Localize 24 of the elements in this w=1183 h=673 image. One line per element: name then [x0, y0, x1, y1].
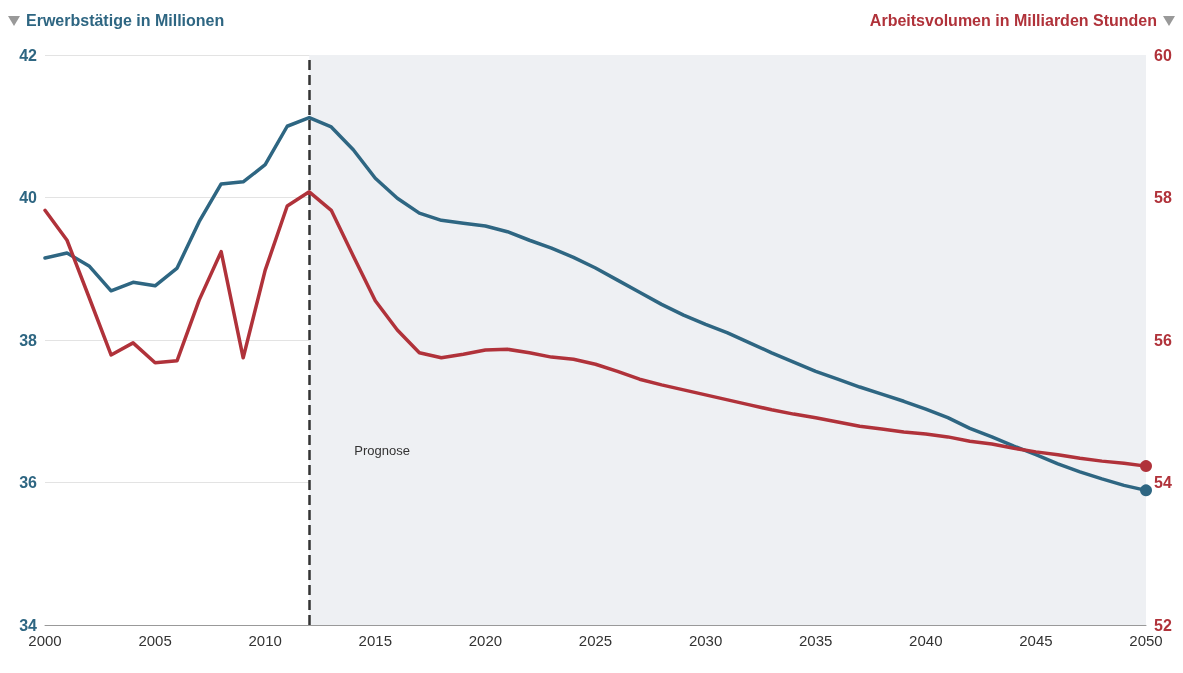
- x-tick-label: 2000: [28, 632, 62, 649]
- x-tick-label: 2050: [1129, 632, 1163, 649]
- x-tick-label: 2020: [468, 632, 503, 649]
- x-tick-label: 2005: [138, 632, 172, 649]
- y2-tick-label: 60: [1154, 46, 1172, 64]
- y-tick-label: 42: [19, 46, 38, 64]
- x-tick-label: 2035: [799, 632, 833, 649]
- y-tick-label: 36: [19, 474, 38, 491]
- band-label: Prognose: [354, 442, 410, 458]
- y-tick-label: 38: [19, 331, 38, 349]
- x-tick-label: 2015: [358, 632, 392, 649]
- y-tick-label: 40: [19, 189, 38, 206]
- y2-tick-label: 54: [1154, 474, 1172, 491]
- x-tick-label: 2010: [248, 632, 282, 649]
- x-tick-label: 2045: [1019, 632, 1053, 649]
- x-tick-label: 2025: [578, 632, 613, 649]
- y2-tick-label: 56: [1154, 331, 1172, 349]
- y2-tick-label: 58: [1154, 189, 1172, 206]
- y-axis-title: Erwerbstätige in Millionen: [26, 12, 225, 30]
- y2-axis-title: Arbeitsvolumen in Milliarden Stunden: [869, 12, 1157, 30]
- x-tick-label: 2030: [688, 632, 723, 649]
- x-tick-label: 2040: [909, 632, 943, 649]
- y2-tick-label: 52: [1154, 616, 1172, 634]
- y-tick-label: 34: [19, 616, 38, 634]
